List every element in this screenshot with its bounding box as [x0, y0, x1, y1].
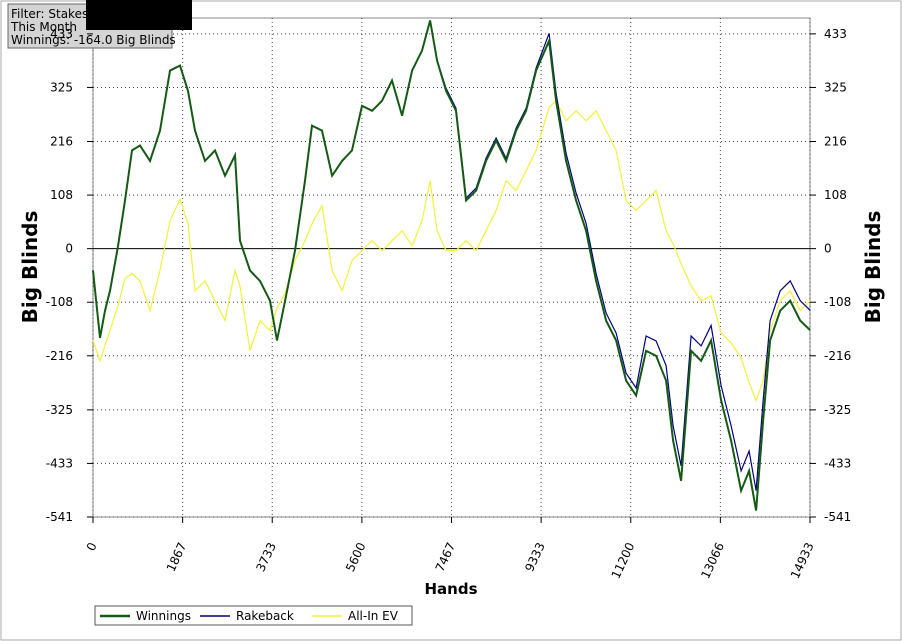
x-axis-label: Hands — [424, 580, 477, 598]
legend-label: Winnings — [136, 609, 191, 623]
y-tick-label: 325 — [50, 80, 73, 94]
legend-label: All-In EV — [348, 609, 399, 623]
y2-axis-label: Big Blinds — [861, 211, 885, 324]
legend-label: Rakeback — [236, 609, 294, 623]
y2-tick-label: 216 — [824, 135, 847, 149]
filter-line: This Month — [10, 20, 77, 34]
y2-tick-label: 433 — [824, 27, 847, 41]
y-tick-label: 216 — [50, 135, 73, 149]
series-line — [92, 20, 811, 511]
y2-tick-label: 0 — [824, 242, 832, 256]
filter-line: Filter: Stakes — [11, 7, 88, 21]
y2-tick-label: 325 — [824, 80, 847, 94]
filter-line: Winnings: -164.0 Big Blinds — [11, 33, 176, 47]
series-line — [92, 99, 811, 403]
y2-tick-label: -541 — [824, 510, 851, 524]
y-tick-label: -541 — [46, 510, 73, 524]
y-tick-label: -433 — [46, 456, 73, 470]
y-tick-label: -108 — [46, 295, 73, 309]
y-tick-label: -325 — [46, 403, 73, 417]
y2-tick-label: -108 — [824, 295, 851, 309]
y2-tick-label: -216 — [824, 349, 851, 363]
y-tick-label: 108 — [50, 188, 73, 202]
y-tick-label: 0 — [65, 242, 73, 256]
y-axis-label: Big Blinds — [18, 211, 42, 324]
legend — [94, 605, 413, 626]
y-tick-label: 433 — [50, 27, 73, 41]
plot-content — [92, 18, 811, 518]
y2-tick-label: -433 — [824, 456, 851, 470]
redaction — [86, 0, 192, 30]
y2-tick-label: 108 — [824, 188, 847, 202]
y-tick-label: -216 — [46, 349, 73, 363]
y2-tick-label: -325 — [824, 403, 851, 417]
